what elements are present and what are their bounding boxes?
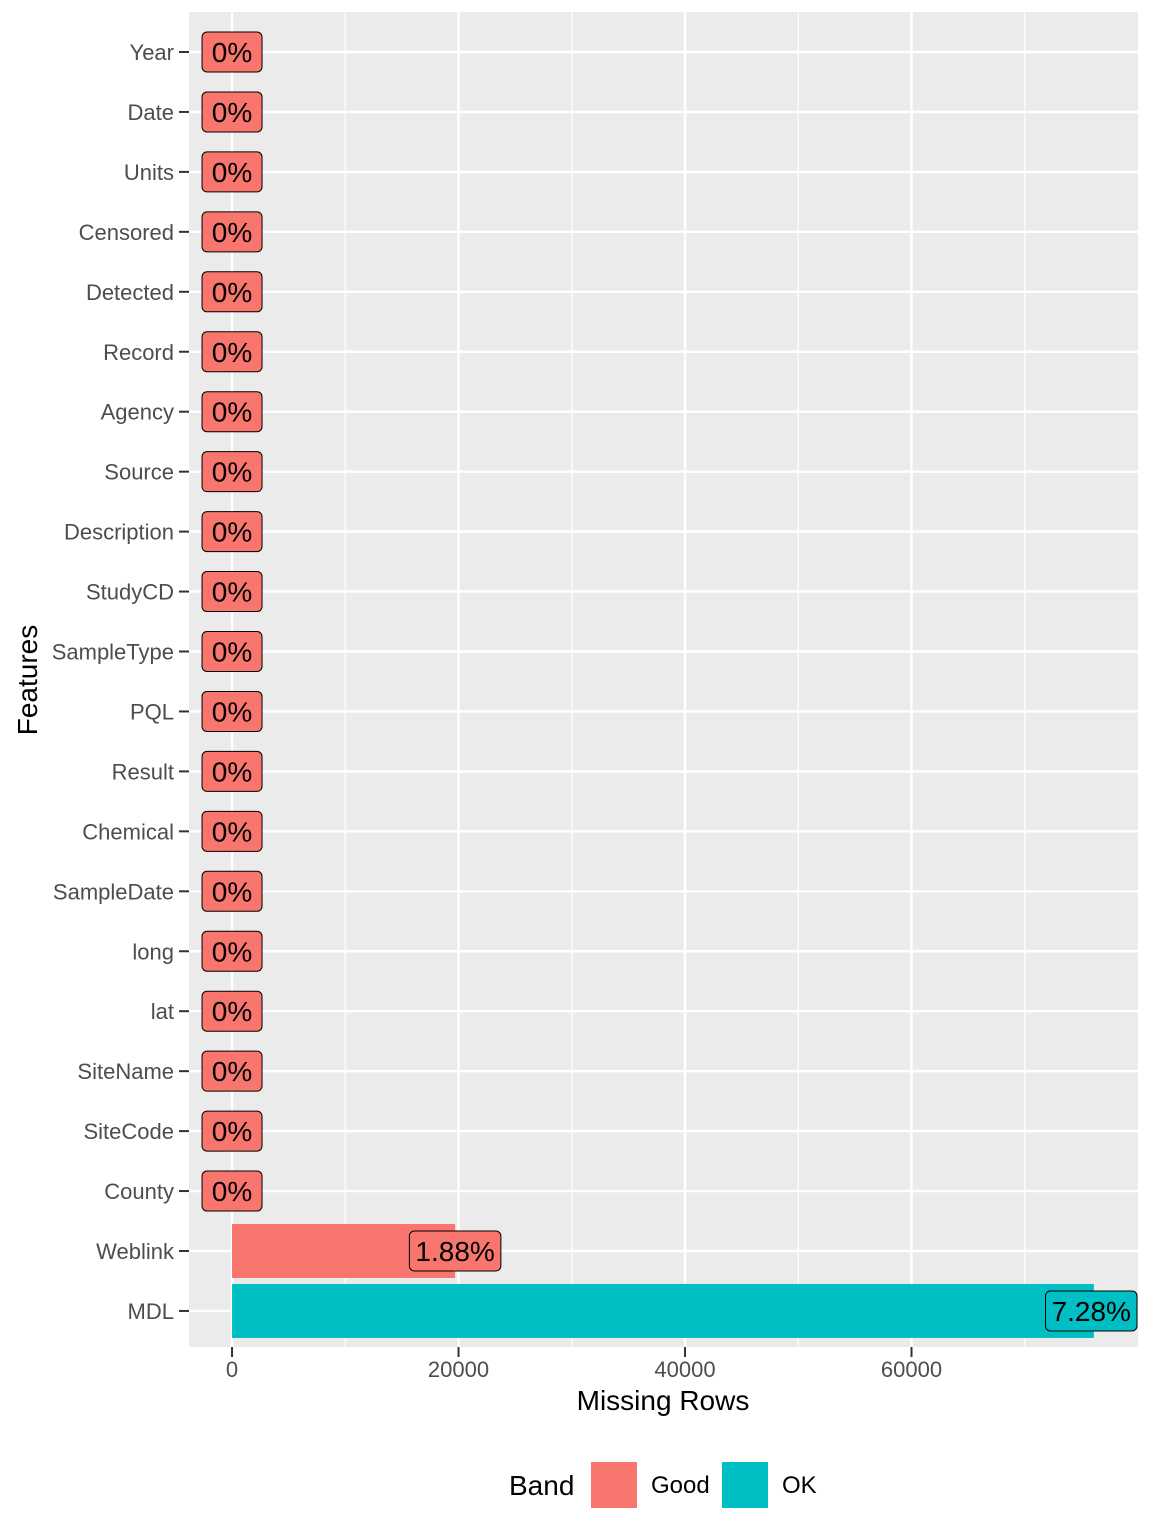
data-label: 0% — [212, 936, 252, 967]
legend: Band Good OK — [509, 1462, 817, 1508]
data-label: 0% — [212, 756, 252, 787]
y-axis: Year Date Units Censored Detected Record Agenc… — [52, 40, 189, 1324]
y-tick-label: County — [104, 1179, 174, 1204]
data-label-box — [201, 750, 263, 792]
y-tick-label: SiteCode — [83, 1119, 174, 1144]
data-label-box — [201, 391, 263, 433]
data-label-box — [201, 690, 263, 732]
data-label-box — [201, 511, 263, 553]
data-label: 0% — [212, 1176, 252, 1207]
plot-panel — [189, 12, 1138, 1347]
legend-label-ok: OK — [782, 1472, 817, 1499]
data-label-box — [201, 1050, 263, 1092]
data-label: 0% — [212, 1116, 252, 1147]
data-label-box — [201, 31, 263, 73]
bar-mdl — [232, 1283, 1094, 1338]
data-label-box — [408, 1230, 502, 1272]
data-label: 0% — [212, 277, 252, 308]
data-label: 0% — [212, 337, 252, 368]
data-label-box — [201, 271, 263, 313]
x-tick-label: 20000 — [428, 1357, 489, 1382]
y-tick-label: Detected — [86, 280, 174, 305]
y-tick-label: Censored — [79, 220, 174, 245]
data-label: 0% — [212, 217, 252, 248]
data-label-box — [201, 810, 263, 852]
data-label: 0% — [212, 816, 252, 847]
data-label: 7.28% — [1052, 1296, 1131, 1327]
data-label: 0% — [212, 457, 252, 488]
y-tick-label: long — [132, 939, 174, 964]
legend-title: Band — [509, 1470, 574, 1501]
data-label-box — [201, 451, 263, 493]
data-label-box — [201, 91, 263, 133]
y-tick-label: MDL — [128, 1299, 174, 1324]
data-label: 0% — [212, 157, 252, 188]
y-tick-label: Result — [112, 759, 174, 784]
data-label-box — [201, 1170, 263, 1212]
y-tick-label: PQL — [130, 699, 174, 724]
data-labels: 0% 0% 0% 0% 0% 0% 0% 0% 0% 0% 0% 0% 0% 0% 0% 0% 0% 0% 0% 0%… — [201, 31, 1138, 1332]
legend-label-good: Good — [651, 1472, 710, 1499]
y-axis-title: Features — [12, 625, 43, 736]
y-tick-label: SiteName — [77, 1059, 174, 1084]
data-label-box — [201, 331, 263, 373]
data-label: 0% — [212, 637, 252, 668]
data-label-box — [201, 1110, 263, 1152]
x-axis-title: Missing Rows — [577, 1385, 750, 1416]
data-label: 0% — [212, 1056, 252, 1087]
data-label-box — [201, 631, 263, 672]
y-tick-label: Year — [130, 40, 174, 65]
data-label: 0% — [212, 996, 252, 1027]
x-tick-label: 0 — [226, 1357, 238, 1382]
grid-minor — [344, 12, 1026, 1347]
y-tick-label: Date — [128, 100, 174, 125]
data-label-box — [201, 930, 263, 972]
legend-key-ok — [722, 1462, 768, 1508]
data-label: 0% — [212, 876, 252, 907]
legend-key-good — [591, 1462, 637, 1508]
y-tick-label: Agency — [101, 400, 174, 425]
data-label: 0% — [212, 577, 252, 608]
data-label: 1.88% — [415, 1236, 494, 1267]
x-tick-label: 40000 — [654, 1357, 715, 1382]
y-tick-label: Description — [64, 520, 174, 545]
y-tick-label: StudyCD — [86, 580, 174, 605]
data-label: 0% — [212, 37, 252, 68]
data-label: 0% — [212, 696, 252, 727]
y-tick-label: Chemical — [82, 819, 174, 844]
y-tick-label: Record — [103, 340, 174, 365]
data-label-box — [1045, 1290, 1138, 1332]
x-tick-label: 60000 — [881, 1357, 942, 1382]
data-label-box — [201, 870, 263, 912]
y-tick-label: SampleDate — [53, 879, 174, 904]
data-label-box — [201, 571, 263, 613]
data-label: 0% — [212, 517, 252, 548]
data-label-box — [201, 990, 263, 1032]
y-tick-label: Units — [124, 160, 174, 185]
data-label: 0% — [212, 397, 252, 428]
grid-major — [189, 12, 1138, 1347]
y-tick-label: lat — [151, 999, 174, 1024]
y-tick-label: Weblink — [96, 1239, 175, 1264]
y-tick-label: Source — [104, 460, 174, 485]
data-label-box — [201, 211, 263, 253]
y-tick-label: SampleType — [52, 640, 174, 665]
data-label: 0% — [212, 97, 252, 128]
data-label-box — [201, 151, 263, 193]
x-axis: 0 20000 40000 60000 — [226, 1347, 942, 1382]
